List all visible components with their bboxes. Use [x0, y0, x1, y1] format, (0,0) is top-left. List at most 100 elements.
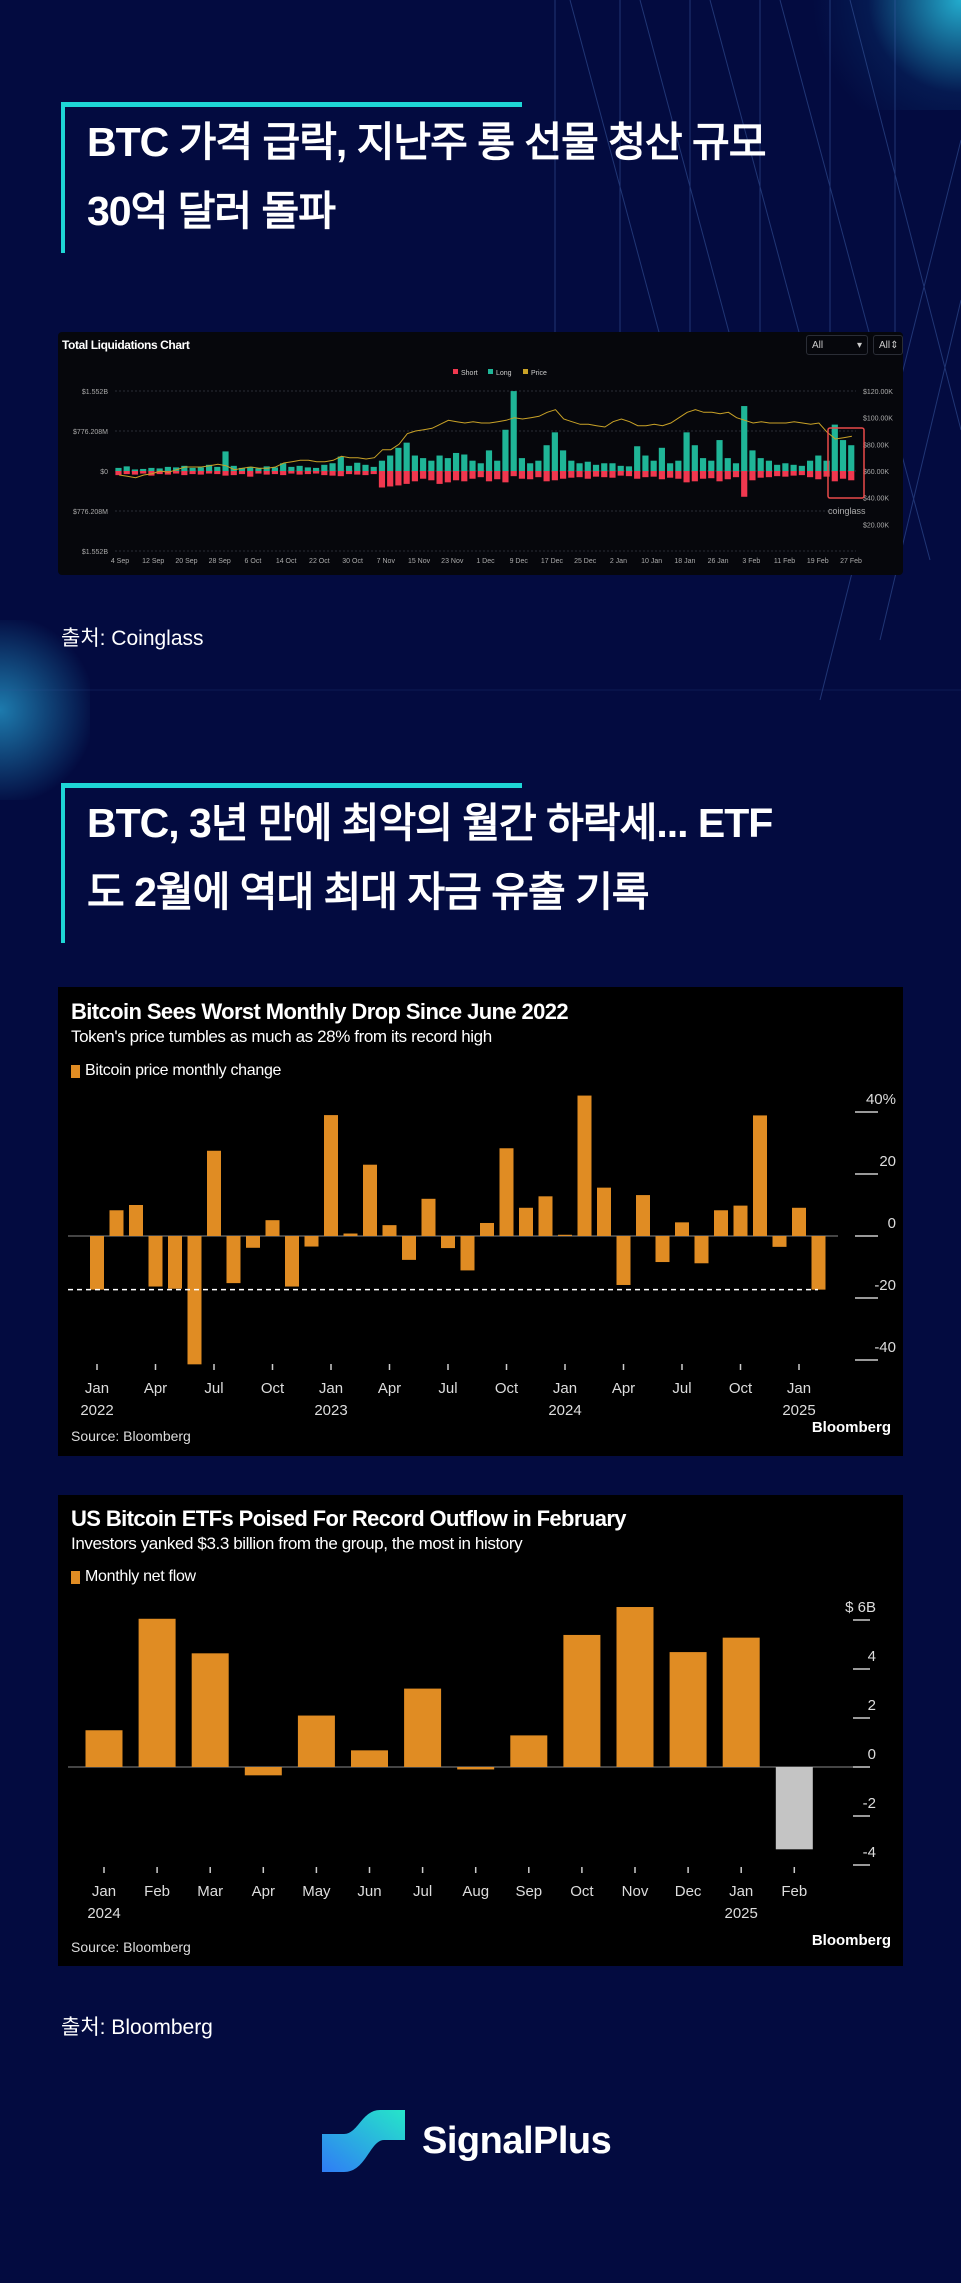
- bar: [655, 1236, 670, 1263]
- y-tick-label: -2: [863, 1795, 876, 1812]
- long-bar: [658, 447, 665, 471]
- short-bar: [699, 471, 707, 479]
- short-bar: [510, 471, 517, 477]
- legend-label: Monthly net flow: [85, 1568, 196, 1585]
- long-bar: [181, 465, 188, 471]
- short-bar: [329, 471, 336, 476]
- x-tick-label: Mar: [197, 1883, 223, 1900]
- x-tick-label: Jan: [787, 1380, 811, 1397]
- long-bar: [420, 458, 427, 471]
- bar: [207, 1150, 221, 1236]
- long-bar: [502, 429, 509, 471]
- short-bar: [815, 471, 822, 480]
- x-tick-label: Oct: [261, 1380, 285, 1397]
- x-tick-label: Jan: [729, 1883, 753, 1900]
- short-bar: [601, 471, 608, 478]
- bar: [714, 1210, 728, 1236]
- long-bar: [617, 465, 624, 471]
- price-tick-label: $80.00K: [863, 442, 889, 449]
- long-bar: [271, 467, 279, 471]
- liquidations-chart-card: Total Liquidations Chart All ▾ All⇕ Short…: [58, 332, 903, 575]
- long-bar: [592, 464, 600, 471]
- x-tick-label: May: [302, 1883, 331, 1900]
- long-bar: [798, 465, 805, 471]
- long-bar: [115, 467, 122, 471]
- short-bar: [716, 471, 723, 482]
- long-bar: [699, 458, 707, 471]
- bar: [441, 1236, 455, 1249]
- short-bar: [543, 471, 550, 482]
- long-bar: [387, 455, 394, 471]
- x-tick-label: 6 Oct: [245, 558, 262, 565]
- price-tick-label: $100.00K: [863, 416, 893, 423]
- short-bar: [321, 471, 328, 476]
- y-tick-label: 40%: [866, 1091, 896, 1108]
- bar: [109, 1210, 124, 1236]
- chart-title: Total Liquidations Chart: [62, 338, 190, 352]
- y-tick-label: $1.552B: [82, 549, 108, 556]
- short-bar: [617, 471, 624, 476]
- coin-dropdown[interactable]: All⇕: [873, 335, 903, 355]
- x-tick-label: Aug: [462, 1883, 489, 1900]
- long-bar: [197, 467, 204, 471]
- legend-label: Short: [461, 370, 478, 377]
- bar: [694, 1236, 709, 1264]
- short-bar: [362, 471, 369, 476]
- short-bar: [477, 471, 484, 478]
- long-bar: [823, 460, 830, 471]
- short-bar: [782, 471, 789, 477]
- long-bar: [378, 460, 386, 471]
- range-dropdown[interactable]: All ▾: [806, 335, 868, 355]
- long-bar: [354, 462, 361, 471]
- bar: [457, 1767, 495, 1770]
- highlight-box: [827, 427, 865, 499]
- x-tick-label: Jul: [204, 1380, 223, 1397]
- bar: [148, 1236, 163, 1287]
- bloomberg-brand: Bloomberg: [811, 1419, 891, 1436]
- x-tick-label: Apr: [144, 1380, 167, 1397]
- long-bar: [345, 465, 353, 471]
- long-bar: [403, 442, 410, 471]
- long-bar: [370, 466, 377, 471]
- long-bar: [296, 465, 303, 471]
- bar: [129, 1205, 143, 1236]
- short-bar: [749, 471, 756, 481]
- y-tick-label: -4: [863, 1844, 876, 1861]
- short-bar: [387, 471, 394, 487]
- long-bar: [444, 458, 451, 471]
- short-bar: [428, 471, 435, 481]
- x-tick-label: 12 Sep: [142, 558, 164, 565]
- long-bar: [782, 463, 789, 471]
- bar: [722, 1637, 760, 1767]
- short-bar: [724, 471, 731, 480]
- short-bar: [263, 471, 270, 475]
- short-bar: [494, 471, 501, 480]
- x-tick-label: Feb: [781, 1883, 807, 1900]
- x-tick-label: Jan: [85, 1380, 109, 1397]
- long-bar: [337, 456, 344, 471]
- y-tick-label: $ 6B: [845, 1599, 876, 1616]
- y-tick-label: -40: [874, 1339, 896, 1356]
- x-tick-label: 15 Nov: [408, 558, 431, 565]
- x-year-label: 2024: [87, 1905, 120, 1922]
- coinglass-watermark: coinglass: [828, 506, 866, 516]
- short-bar: [831, 471, 838, 482]
- short-bar: [156, 471, 163, 475]
- short-bar: [131, 471, 139, 475]
- bar: [343, 1233, 358, 1236]
- x-tick-label: Jul: [413, 1883, 432, 1900]
- short-bar: [823, 471, 830, 477]
- long-bar: [329, 463, 336, 471]
- bar: [351, 1750, 388, 1767]
- long-bar: [362, 464, 369, 471]
- long-bar: [691, 445, 698, 471]
- bar: [226, 1236, 241, 1284]
- long-bar: [732, 463, 740, 471]
- bar: [616, 1607, 654, 1767]
- bar: [733, 1205, 748, 1236]
- long-bar: [485, 450, 493, 471]
- chart-source: Source: Bloomberg: [71, 1939, 191, 1955]
- short-bar: [115, 471, 122, 476]
- bar: [191, 1653, 229, 1767]
- bar: [669, 1652, 707, 1767]
